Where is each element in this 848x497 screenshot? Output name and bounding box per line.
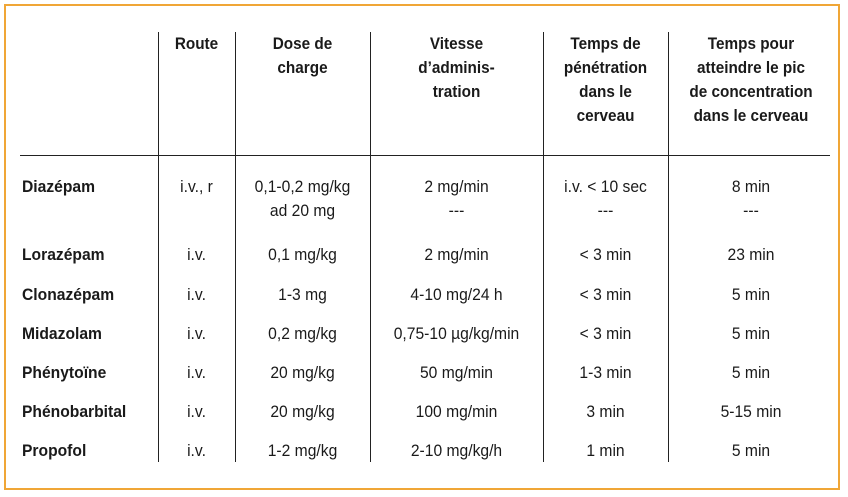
cell-dose: 1-2 mg/kg (267, 441, 338, 460)
header-vitesse-line: Vitesse (429, 34, 484, 53)
column-divider (668, 32, 669, 462)
header-dose-line: Dose de (272, 34, 333, 53)
header-pic-line: de concentration (689, 82, 813, 101)
cell-penetration: 1-3 min (579, 363, 632, 382)
cell-dose: 1-3 mg (278, 285, 327, 304)
cell-dose: 0,1-0,2 mg/kg ad 20 mg (240, 175, 364, 223)
cell-pic: 5 min (731, 324, 771, 343)
cell-vitesse: 2 mg/min (424, 245, 489, 264)
cell-route: i.v. (187, 245, 206, 264)
header-penetration-line: cerveau (576, 106, 635, 125)
table-frame (4, 4, 840, 490)
header-divider (20, 155, 830, 156)
cell-vitesse: 2-10 mg/kg/h (410, 441, 503, 460)
drug-name: Phénytoïne (22, 363, 107, 382)
cell-route: i.v. (187, 363, 206, 382)
header-route-line: Route (174, 34, 219, 53)
cell-penetration-line: i.v. < 10 sec (564, 177, 647, 196)
cell-vitesse: 4-10 mg/24 h (410, 285, 503, 304)
cell-pic: 5 min (731, 285, 771, 304)
header-dose: Dose de charge (242, 32, 364, 80)
cell-vitesse: 0,75-10 µg/kg/min (393, 324, 520, 343)
drug-name: Lorazépam (22, 245, 105, 264)
header-vitesse: Vitesse d’adminis- tration (379, 32, 535, 104)
drug-name: Clonazépam (22, 285, 115, 304)
cell-penetration: i.v. < 10 sec --- (548, 175, 663, 223)
cell-dose: 20 mg/kg (270, 363, 335, 382)
cell-dose: 20 mg/kg (270, 402, 335, 421)
cell-penetration-line: --- (597, 201, 614, 220)
cell-route: i.v., r (180, 177, 213, 196)
cell-penetration: < 3 min (579, 285, 632, 304)
drug-name: Diazépam (22, 177, 96, 196)
cell-pic-line: --- (743, 201, 759, 220)
cell-route: i.v. (187, 402, 206, 421)
header-penetration-line: pénétration (563, 58, 648, 77)
column-divider (370, 32, 371, 462)
cell-vitesse: 100 mg/min (415, 402, 498, 421)
header-penetration: Temps de pénétration dans le cerveau (549, 32, 662, 128)
cell-penetration: 1 min (586, 441, 625, 460)
header-penetration-line: Temps de (570, 34, 641, 53)
cell-vitesse: 2 mg/min --- (377, 175, 536, 223)
header-pic-line: Temps pour (707, 34, 795, 53)
header-route: Route (162, 32, 231, 56)
drug-name: Propofol (22, 441, 87, 460)
header-penetration-line: dans le (579, 82, 632, 101)
column-divider (543, 32, 544, 462)
cell-penetration: < 3 min (579, 245, 632, 264)
cell-dose: 0,1 mg/kg (268, 245, 337, 264)
cell-pic: 8 min --- (675, 175, 828, 223)
cell-vitesse-line: --- (448, 201, 465, 220)
header-vitesse-line: d’adminis- (418, 58, 495, 77)
header-vitesse-line: tration (432, 82, 481, 101)
cell-penetration: 3 min (586, 402, 625, 421)
column-divider (158, 32, 159, 462)
cell-pic: 5 min (731, 363, 771, 382)
cell-route: i.v. (187, 441, 206, 460)
cell-route: i.v. (187, 324, 206, 343)
header-dose-line: charge (277, 58, 328, 77)
cell-dose: 0,2 mg/kg (268, 324, 337, 343)
cell-pic: 5-15 min (720, 402, 782, 421)
cell-vitesse: 50 mg/min (419, 363, 494, 382)
cell-vitesse-line: 2 mg/min (424, 177, 489, 196)
cell-pic: 23 min (727, 245, 775, 264)
header-pic: Temps pour atteindre le pic de concentra… (676, 32, 825, 128)
drug-name: Phénobarbital (22, 402, 127, 421)
cell-pic-line: 8 min (731, 177, 771, 196)
cell-dose-line: 0,1-0,2 mg/kg (254, 177, 351, 196)
cell-pic: 5 min (731, 441, 771, 460)
header-pic-line: atteindre le pic (697, 58, 805, 77)
cell-penetration: < 3 min (579, 324, 632, 343)
cell-route: i.v. (187, 285, 206, 304)
cell-dose-line: ad 20 mg (269, 201, 336, 220)
header-pic-line: dans le cerveau (693, 106, 809, 125)
drug-name: Midazolam (22, 324, 102, 343)
column-divider (235, 32, 236, 462)
